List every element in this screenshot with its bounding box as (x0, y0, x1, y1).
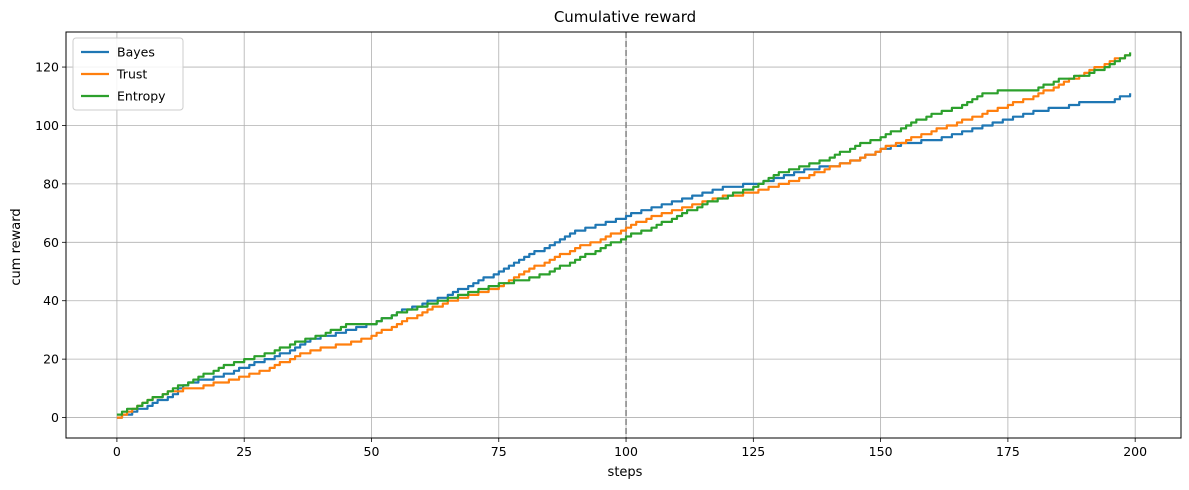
y-axis-label: cum reward (9, 208, 24, 285)
x-tick-label: 50 (364, 444, 380, 459)
x-axis-ticks: 0 25 50 75 100 125 150 175 200 (113, 438, 1147, 459)
legend: Bayes Trust Entropy (72, 37, 184, 111)
y-tick-label: 60 (43, 235, 59, 250)
x-tick-label: 150 (869, 444, 893, 459)
series-layer (116, 52, 1132, 419)
y-tick-label: 80 (43, 176, 59, 191)
series-line-entropy (116, 52, 1132, 416)
series-line-bayes (116, 93, 1132, 419)
y-tick-label: 120 (35, 60, 59, 75)
grid (66, 32, 1181, 438)
legend-box (72, 37, 184, 111)
x-axis-label: steps (608, 465, 643, 480)
plot-frame (65, 31, 1182, 439)
legend-label-trust: Trust (116, 67, 147, 82)
y-tick-label: 0 (51, 410, 59, 425)
y-tick-label: 20 (43, 352, 59, 367)
series-line-trust (116, 54, 1131, 419)
x-tick-label: 75 (491, 444, 507, 459)
legend-label-bayes: Bayes (117, 45, 155, 60)
legend-label-entropy: Entropy (117, 89, 166, 104)
y-axis-ticks: 0 20 40 60 80 100 120 (35, 60, 66, 425)
x-tick-label: 25 (236, 444, 252, 459)
x-tick-label: 0 (113, 444, 121, 459)
x-tick-label: 200 (1123, 444, 1147, 459)
chart-title: Cumulative reward (554, 8, 696, 26)
y-tick-label: 40 (43, 293, 59, 308)
x-tick-label: 100 (614, 444, 638, 459)
x-tick-label: 175 (996, 444, 1020, 459)
x-tick-label: 125 (741, 444, 765, 459)
y-tick-label: 100 (35, 118, 59, 133)
